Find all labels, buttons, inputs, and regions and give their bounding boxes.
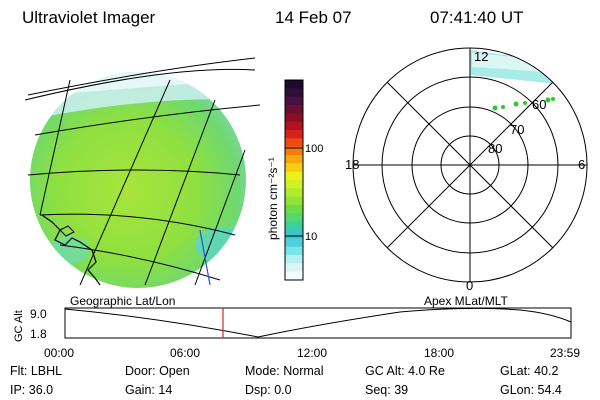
x-tick-1200: 12:00 [297,346,328,360]
timeline-left-title: Geographic Lat/Lon [70,294,176,308]
colorbar-cell [285,155,303,164]
altitude-timeline: GC Alt 9.0 1.8 [13,307,572,342]
colorbar-cell [285,146,303,156]
info-mode: Mode: Normal [245,364,324,378]
terminator-line [199,229,211,286]
auroral-oval-bright [472,53,555,73]
info-gain: Gain: 14 [125,383,173,397]
info-filter: Flt: LBHL [10,364,63,378]
colorbar-cell [285,238,303,248]
info-dsp: Dsp: 0.0 [245,383,292,397]
earth-disk [30,72,246,288]
colorbar-cell [285,88,303,98]
colorbar-cell [285,96,303,106]
mlt-label-0: 0 [466,278,473,293]
info-ip: IP: 36.0 [10,383,54,397]
colorbar-cell [285,271,303,281]
lat-label-60: 60 [532,97,546,112]
colorbar-cell [285,80,303,89]
graticule-lines [24,57,260,286]
y-tick-9: 9.0 [30,307,47,321]
lat-label-80: 80 [488,141,502,156]
mlt-label-12: 12 [474,49,488,64]
info-glon: GLon: 54.4 [500,383,562,397]
coastline [59,225,75,237]
altitude-curve [64,307,572,338]
colorbar-cell [285,255,303,264]
info-door: Door: Open [125,364,190,378]
info-glat: GLat: 40.2 [500,364,559,378]
colorbar-cell [285,171,303,181]
date-label: 14 Feb 07 [275,8,352,27]
instrument-title: Ultraviolet Imager [22,8,156,27]
coastline [41,214,101,286]
colorbar-cell [285,163,303,173]
colorbar-cell [285,105,303,114]
colorbar-cell [285,246,303,256]
colorbar-cell [285,113,303,123]
green-emission-dots [492,97,555,111]
x-tick-2359: 23:59 [550,346,581,360]
colorbar-tick-10: 10 [305,231,317,243]
colorbar-cell [285,221,303,231]
colorbar-cell [285,196,303,206]
info-seq: Seq: 39 [365,383,409,397]
timeline-right-title: Apex MLat/MLT [424,294,508,308]
colorbar-cell [285,205,303,214]
x-tick-1800: 18:00 [424,346,455,360]
timeline-axis-label: GC Alt [13,310,25,342]
colorbar-cell [285,121,303,131]
y-tick-1-8: 1.8 [30,327,47,341]
colorbar-tick-100: 100 [305,143,323,155]
colorbar-unit-label: photon cm⁻²s⁻¹ [266,157,280,240]
mlt-label-18: 18 [345,157,359,172]
lat-label-70: 70 [510,122,524,137]
colorbar: 100 10 photon cm⁻²s⁻¹ [266,79,323,281]
x-tick-0600: 06:00 [170,346,201,360]
colorbar-cell [285,188,303,198]
colorbar-cell [285,138,303,148]
colorbar-gradient [285,80,303,281]
time-label: 07:41:40 UT [430,8,524,27]
colorbar-cell [285,230,303,239]
colorbar-frame [284,79,304,281]
colorbar-cell [285,180,303,189]
mlt-label-6: 6 [578,157,585,172]
colorbar-cell [285,213,303,223]
colorbar-cell [285,263,303,273]
colorbar-cell [285,130,303,139]
timeline-frame [64,307,572,339]
info-gc-alt: GC Alt: 4.0 Re [365,364,445,378]
polar-plot: 12 0 18 6 60 70 80 [345,47,588,293]
geographic-image [24,57,260,288]
x-tick-0000: 00:00 [44,346,75,360]
